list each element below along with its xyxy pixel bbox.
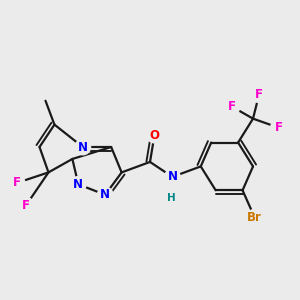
Text: N: N	[73, 178, 83, 191]
Text: N: N	[78, 140, 88, 154]
Text: F: F	[13, 176, 21, 189]
Text: N: N	[100, 188, 110, 201]
Text: F: F	[228, 100, 236, 113]
Circle shape	[251, 87, 267, 103]
Circle shape	[9, 175, 25, 190]
Circle shape	[18, 197, 34, 213]
Text: O: O	[149, 129, 160, 142]
Circle shape	[70, 177, 86, 192]
Circle shape	[147, 127, 162, 143]
Circle shape	[165, 169, 180, 184]
Circle shape	[224, 99, 240, 115]
Text: N: N	[167, 170, 177, 183]
Text: Br: Br	[247, 211, 262, 224]
Circle shape	[163, 190, 179, 206]
Circle shape	[75, 139, 91, 155]
Text: F: F	[255, 88, 263, 101]
Text: F: F	[274, 121, 282, 134]
Text: F: F	[22, 199, 30, 212]
Text: H: H	[167, 193, 175, 203]
Circle shape	[271, 120, 286, 135]
Circle shape	[247, 209, 262, 225]
Circle shape	[98, 187, 113, 203]
